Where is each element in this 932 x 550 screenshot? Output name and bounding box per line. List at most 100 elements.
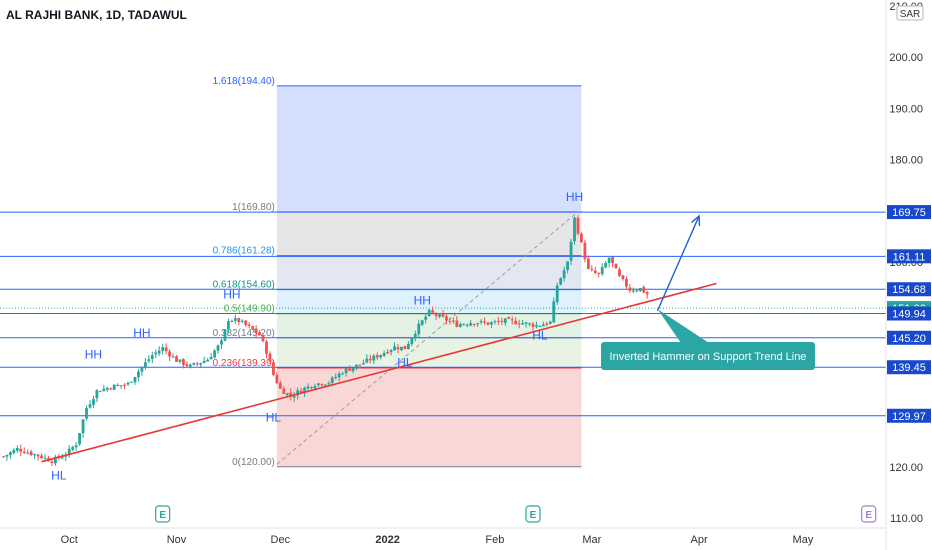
candle-body [265, 341, 268, 354]
candle-body [341, 373, 345, 375]
candle-body [119, 385, 123, 387]
price-badge: 129.97 [887, 408, 931, 423]
candle-body [36, 454, 40, 457]
candle-body [40, 455, 43, 459]
candle-body [517, 323, 521, 325]
candle-body [642, 287, 646, 293]
earnings-marker-letter: E [530, 510, 537, 521]
candle-body [168, 351, 171, 357]
candle-body [306, 386, 310, 389]
candle-body [261, 335, 265, 342]
currency-text: SAR [900, 9, 921, 20]
candle-body [53, 456, 57, 464]
candle-body [292, 395, 296, 398]
fib-level-label: 0.5(149.90) [224, 304, 275, 315]
earnings-marker[interactable]: E [525, 505, 541, 523]
candle-body [33, 454, 37, 456]
pattern-label: HH [85, 347, 102, 361]
price-badge-text: 129.97 [892, 411, 926, 423]
price-badge-bg [887, 360, 931, 375]
candle-body [15, 447, 19, 451]
candle-body [604, 262, 608, 268]
candle-body [465, 324, 469, 326]
candle-body [50, 461, 54, 463]
candle-body [337, 373, 341, 378]
y-axis-background [886, 0, 932, 550]
candle-body [413, 333, 417, 339]
fib-zone [276, 255, 582, 290]
candle-body [348, 368, 351, 371]
fib-level-label: 0.236(139.39) [213, 358, 275, 369]
candle-body [372, 355, 376, 361]
pattern-label: HH [414, 294, 431, 308]
x-axis-tick-label: Mar [582, 534, 601, 546]
candle-body [424, 316, 428, 320]
earnings-marker-letter: E [159, 510, 166, 521]
candle-body [441, 313, 445, 317]
candle-body [365, 358, 369, 363]
price-badge: 149.94 [887, 306, 931, 321]
candle-body [43, 457, 47, 459]
candle-body [182, 359, 185, 365]
candle-body [389, 350, 393, 353]
y-axis-tick-label: 110.00 [890, 513, 923, 525]
fib-level-label: 0.786(161.28) [213, 245, 275, 256]
candle-body [490, 322, 493, 325]
price-badge: 139.45 [887, 360, 931, 375]
candle-body [185, 364, 189, 366]
candle-body [545, 323, 549, 325]
candle-body [85, 408, 88, 419]
callout-box[interactable] [601, 342, 815, 370]
candle-body [573, 217, 576, 242]
candle-body [583, 242, 587, 259]
price-badge-text: 154.68 [892, 284, 926, 296]
candle-body [8, 452, 12, 456]
candle-body [5, 454, 9, 457]
candle-body [223, 329, 227, 341]
price-badge-text: 139.45 [892, 362, 926, 374]
candle-body [244, 320, 248, 326]
earnings-marker-frame [155, 505, 171, 523]
candle-body [330, 377, 334, 383]
candle-body [209, 356, 213, 360]
candle-body [112, 384, 116, 390]
candle-body [361, 363, 365, 365]
price-badge-text: 145.20 [892, 333, 926, 345]
fib-level-label: 1.618(194.40) [213, 76, 275, 87]
candle-body [2, 456, 5, 458]
earnings-marker[interactable]: E [155, 505, 171, 523]
currency-label: SAR [896, 5, 924, 21]
candle-body [123, 384, 126, 386]
candle-body [133, 377, 137, 383]
fib-level-label: 0.382(145.20) [213, 328, 275, 339]
candle-body [237, 318, 241, 323]
candle-body [541, 324, 545, 327]
candle-body [161, 347, 165, 351]
price-badge-bg [887, 306, 931, 321]
price-badge-bg [887, 249, 931, 264]
candle-body [95, 390, 99, 399]
candle-body [351, 367, 355, 372]
price-badge: 169.75 [887, 205, 931, 220]
earnings-marker[interactable]: E [861, 505, 877, 523]
projection-arrow-head [691, 214, 701, 226]
candle-body [496, 320, 500, 322]
candle-body [81, 419, 85, 434]
candle-body [483, 321, 486, 323]
candle-body [344, 368, 348, 374]
fib-zone [276, 211, 582, 256]
candle-body [310, 386, 313, 388]
candle-body [12, 449, 16, 454]
candle-body [195, 363, 199, 365]
candle-body [469, 323, 473, 326]
candle-body [386, 352, 390, 354]
pattern-label: HL [397, 356, 413, 370]
support-trend-line[interactable] [41, 282, 717, 463]
candle-body [157, 350, 161, 354]
projection-arrow-line[interactable] [656, 215, 700, 311]
candle-body [126, 382, 130, 385]
candle-body [247, 324, 251, 326]
candle-body [320, 384, 324, 386]
candle-body [317, 383, 320, 386]
